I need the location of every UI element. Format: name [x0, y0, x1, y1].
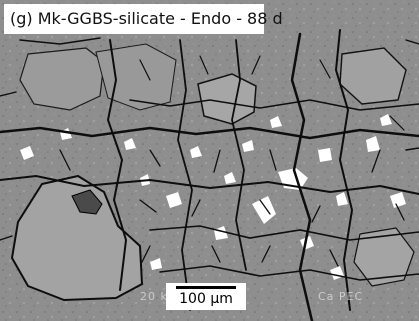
crack-network [0, 29, 419, 321]
watermark-right: Ca PEC [318, 290, 364, 303]
grain-bottom-right [353, 227, 415, 287]
grain-top-left [19, 47, 105, 111]
large-grain-left [10, 174, 144, 302]
inclusion [71, 189, 103, 215]
grain-mid-left [95, 43, 177, 111]
scale-bar-line [176, 286, 236, 289]
grain-mid [197, 73, 257, 125]
scale-bar: 100 µm [166, 283, 246, 310]
scale-bar-label: 100 µm [179, 291, 233, 307]
watermark-left: 20 k [140, 290, 168, 303]
panel-label: (g) Mk-GGBS-silicate - Endo - 88 d [4, 4, 283, 34]
